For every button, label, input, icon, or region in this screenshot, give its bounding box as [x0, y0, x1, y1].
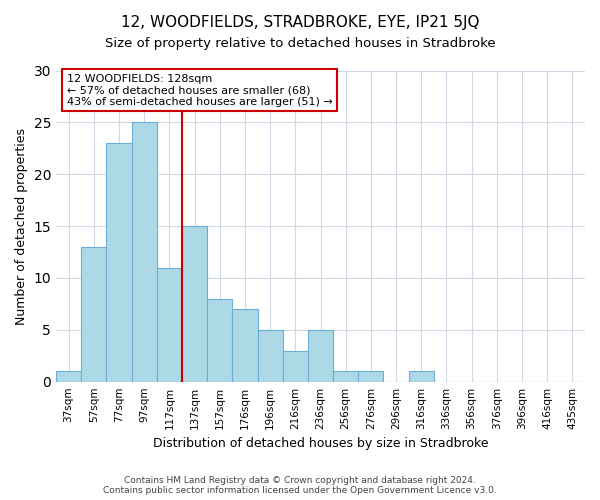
X-axis label: Distribution of detached houses by size in Stradbroke: Distribution of detached houses by size …	[153, 437, 488, 450]
Bar	[308, 330, 333, 382]
Bar	[81, 247, 106, 382]
Bar	[207, 298, 232, 382]
Bar	[56, 372, 81, 382]
Bar	[232, 309, 257, 382]
Bar	[358, 372, 383, 382]
Bar	[333, 372, 358, 382]
Bar	[257, 330, 283, 382]
Bar	[131, 122, 157, 382]
Text: Contains HM Land Registry data © Crown copyright and database right 2024.
Contai: Contains HM Land Registry data © Crown c…	[103, 476, 497, 495]
Bar	[106, 143, 131, 382]
Text: Size of property relative to detached houses in Stradbroke: Size of property relative to detached ho…	[104, 38, 496, 51]
Bar	[182, 226, 207, 382]
Bar	[283, 350, 308, 382]
Bar	[409, 372, 434, 382]
Bar	[157, 268, 182, 382]
Text: 12 WOODFIELDS: 128sqm
← 57% of detached houses are smaller (68)
43% of semi-deta: 12 WOODFIELDS: 128sqm ← 57% of detached …	[67, 74, 332, 107]
Y-axis label: Number of detached properties: Number of detached properties	[15, 128, 28, 324]
Text: 12, WOODFIELDS, STRADBROKE, EYE, IP21 5JQ: 12, WOODFIELDS, STRADBROKE, EYE, IP21 5J…	[121, 15, 479, 30]
